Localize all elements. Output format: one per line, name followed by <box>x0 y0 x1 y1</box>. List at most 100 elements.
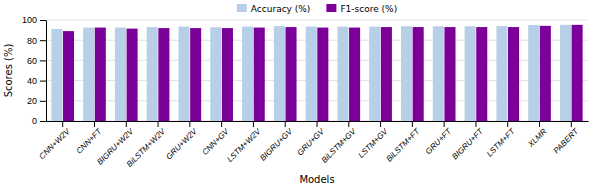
x-tick: GRU+GV <box>295 121 326 157</box>
x-tick: BIGRU+GV <box>258 121 294 163</box>
tick-mark <box>380 121 381 127</box>
tick-mark <box>475 121 476 127</box>
tick-mark <box>348 121 349 127</box>
plot: 020406080100CNN+W2VCNN+FTBIGRU+W2VBiLSTM… <box>22 15 589 169</box>
tick-label: 20 <box>27 96 37 106</box>
tick-mark <box>444 121 445 127</box>
tick-label: 0 <box>32 116 37 126</box>
bar <box>51 29 62 121</box>
y-tick: 80 <box>27 36 46 46</box>
tick-label: 60 <box>27 56 37 66</box>
tick-label: 80 <box>27 36 37 46</box>
legend-swatch <box>326 4 336 12</box>
tick-label: CNN+W2V <box>37 126 72 161</box>
tick-mark <box>158 121 159 127</box>
bar <box>433 26 444 121</box>
x-tick: LSTM+GV <box>357 121 390 160</box>
x-tick: CNN+FT <box>75 121 105 156</box>
y-tick: 20 <box>27 96 46 106</box>
bar <box>83 28 94 121</box>
grid-line <box>46 20 588 21</box>
y-tick: 100 <box>22 15 46 25</box>
legend-label: Accuracy (%) <box>251 4 311 14</box>
bar-series <box>51 25 571 121</box>
tick-label: GRU+GV <box>295 126 326 157</box>
bar-series <box>63 25 583 121</box>
tick-label: BiLSTM+FT <box>385 126 422 163</box>
bar <box>381 27 392 121</box>
bar <box>115 28 126 121</box>
chart: 020406080100CNN+W2VCNN+FTBIGRU+W2VBiLSTM… <box>0 0 600 187</box>
tick-label: BIGRU+GV <box>258 126 294 162</box>
bar <box>349 28 360 121</box>
tick-mark <box>40 60 46 61</box>
legend-item: Accuracy (%) <box>237 4 311 14</box>
bar <box>190 28 201 121</box>
tick-mark <box>62 121 63 127</box>
x-tick: BIGRU+FT <box>450 121 485 161</box>
bar <box>401 26 412 121</box>
bar <box>286 27 297 121</box>
tick-mark <box>507 121 508 127</box>
bar <box>306 27 317 121</box>
bar <box>496 26 507 121</box>
bar <box>465 26 476 121</box>
tick-mark <box>285 121 286 127</box>
legend-item: F1-score (%) <box>326 4 397 14</box>
x-tick: XLMR <box>526 121 549 150</box>
x-tick: LSTM+FT <box>485 121 517 159</box>
tick-label: CNN+GV <box>200 126 231 157</box>
y-tick: 60 <box>27 56 46 66</box>
tick-label: LSTM+GV <box>357 126 390 159</box>
y-axis-title: Scores (%) <box>3 44 14 98</box>
bar <box>560 25 571 121</box>
bar <box>508 27 519 121</box>
bar <box>254 28 265 121</box>
tick-label: BiLSTM+GV <box>320 126 358 164</box>
tick-mark <box>571 121 572 127</box>
tick-label: PABERT <box>552 126 581 155</box>
tick-label: CNN+FT <box>75 126 105 156</box>
x-tick: GRU+W2V <box>164 121 199 161</box>
tick-label: 100 <box>22 15 37 25</box>
tick-label: LSTM+W2V <box>225 126 262 163</box>
tick-mark <box>40 40 46 41</box>
bar <box>63 31 74 121</box>
legend-label: F1-score (%) <box>340 4 397 14</box>
tick-mark <box>253 121 254 127</box>
tick-mark <box>40 20 46 21</box>
x-tick: BiLSTM+W2V <box>125 121 168 169</box>
tick-label: 40 <box>27 76 37 86</box>
x-tick: BiLSTM+FT <box>385 121 422 164</box>
bar <box>210 27 221 121</box>
tick-label: BIGRU+FT <box>450 126 485 161</box>
bar <box>158 28 169 121</box>
bar <box>147 27 158 121</box>
tick-mark <box>412 121 413 127</box>
x-tick: BiLSTM+GV <box>320 121 358 165</box>
x-tick: LSTM+W2V <box>225 121 262 164</box>
y-axis: 0 20 40 60 80 100 <box>22 15 47 126</box>
bar <box>476 27 487 121</box>
tick-mark <box>539 121 540 127</box>
x-tick: CNN+GV <box>200 121 231 157</box>
tick-mark <box>94 121 95 127</box>
bar <box>528 25 539 121</box>
x-tick: PABERT <box>552 121 581 155</box>
y-tick: 40 <box>27 76 46 86</box>
y-tick: 0 <box>32 116 46 126</box>
bar <box>95 28 106 121</box>
bar <box>317 28 328 121</box>
bar <box>274 26 285 121</box>
x-tick: GRU+FT <box>424 121 454 156</box>
bar <box>413 27 424 121</box>
tick-mark <box>126 121 127 127</box>
axis-line <box>46 21 47 122</box>
tick-label: LSTM+FT <box>485 126 517 158</box>
bars <box>51 25 582 121</box>
legend-swatch <box>237 4 247 12</box>
bar <box>369 27 380 121</box>
tick-mark <box>40 101 46 102</box>
x-axis: CNN+W2VCNN+FTBIGRU+W2VBiLSTM+W2VGRU+W2VC… <box>37 121 588 169</box>
bar <box>572 25 583 121</box>
